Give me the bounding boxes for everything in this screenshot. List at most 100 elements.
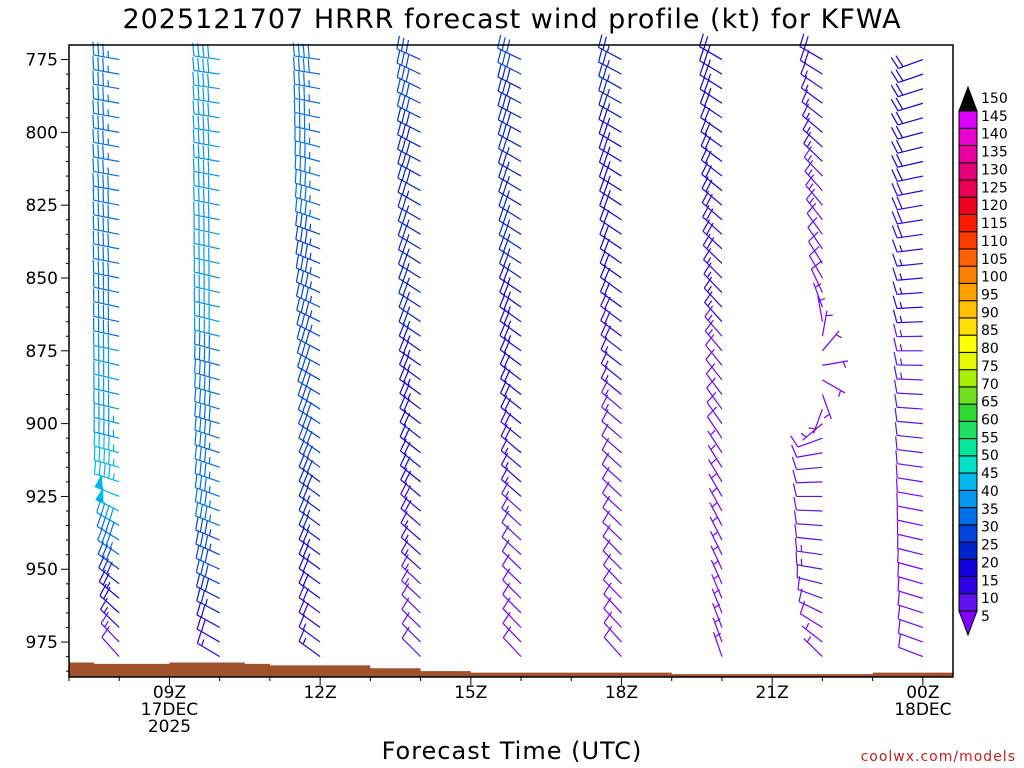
barb-full <box>208 363 211 377</box>
barb-full <box>602 137 609 151</box>
barb-full <box>204 506 208 520</box>
barb-staff <box>600 320 622 337</box>
barb-full <box>699 47 705 61</box>
barb-half <box>406 219 410 227</box>
barb-staff <box>396 91 421 104</box>
barb-full <box>403 383 410 397</box>
barb-staff <box>897 117 924 126</box>
barb-full <box>397 208 403 222</box>
wind-barb <box>710 559 723 585</box>
barb-half <box>707 300 713 307</box>
barb-full <box>501 94 507 109</box>
barb-full <box>304 229 308 244</box>
barb-full <box>598 164 605 178</box>
barb-full <box>106 561 113 575</box>
wind-barb <box>92 158 120 177</box>
barb-half <box>710 444 716 450</box>
barb-staff <box>197 642 220 658</box>
barb-full <box>405 54 410 68</box>
barb-staff <box>194 199 220 206</box>
wind-barb <box>293 99 321 119</box>
wind-barb <box>891 196 923 211</box>
barb-staff <box>98 581 120 599</box>
barb-half <box>607 117 611 125</box>
barb-full <box>400 510 408 524</box>
barb-pennant <box>94 473 103 491</box>
barb-full <box>795 551 798 565</box>
barb-full <box>302 486 309 499</box>
barb-staff <box>298 640 321 658</box>
barb-full <box>704 107 711 121</box>
barb-full <box>702 219 711 232</box>
barb-full <box>498 265 505 279</box>
barb-full <box>199 518 204 533</box>
barb-full <box>397 251 404 265</box>
barb-staff <box>603 564 622 585</box>
barb-full <box>197 115 200 130</box>
wind-barb <box>192 114 220 133</box>
barb-full <box>203 463 207 477</box>
barb-full <box>599 264 607 278</box>
wind-barb <box>708 487 723 512</box>
barb-staff <box>602 550 622 570</box>
barb-staff <box>700 131 723 148</box>
wind-barb <box>897 535 924 556</box>
barb-full <box>401 554 409 567</box>
wind-barb <box>97 527 120 556</box>
barb-staff <box>94 473 120 483</box>
wind-barb <box>399 352 421 381</box>
barb-full <box>891 211 898 225</box>
barb-staff <box>93 373 120 381</box>
barb-staff <box>803 143 823 162</box>
barb-half <box>406 349 411 357</box>
barb-half <box>604 403 609 411</box>
wind-barb <box>296 339 321 366</box>
wind-barb <box>398 337 421 366</box>
barb-staff <box>196 571 220 585</box>
barb-half <box>805 622 810 630</box>
wind-barb <box>196 601 220 629</box>
wind-barb <box>298 628 321 658</box>
barb-full <box>890 56 899 69</box>
barb-staff <box>298 437 321 454</box>
barb-full <box>503 354 511 368</box>
plot-frame <box>68 44 954 678</box>
wind-barb <box>602 539 622 570</box>
wind-barb <box>810 260 823 293</box>
barb-half <box>103 606 109 614</box>
barb-staff <box>798 600 823 614</box>
barb-staff <box>821 394 832 420</box>
barb-full <box>107 175 109 189</box>
barb-full <box>102 101 105 116</box>
wind-barb <box>194 460 220 483</box>
barb-staff <box>294 140 321 148</box>
barb-full <box>599 178 605 192</box>
barb-full <box>501 496 509 509</box>
wind-barb <box>193 201 220 221</box>
barb-full <box>502 123 507 137</box>
barb-full <box>192 100 195 114</box>
wind-barb <box>298 541 321 570</box>
barb-staff <box>711 574 723 599</box>
barb-full <box>92 172 95 187</box>
barb-staff <box>703 259 723 279</box>
barb-half <box>899 344 903 351</box>
barb-staff <box>93 127 120 133</box>
barb-full <box>96 499 102 513</box>
barb-full <box>97 541 104 555</box>
barb-staff <box>712 631 723 657</box>
barb-staff <box>93 214 120 221</box>
barb-staff <box>700 102 723 119</box>
barb-full <box>891 197 898 210</box>
colorbar-swatch <box>958 386 978 405</box>
barb-full <box>100 502 106 516</box>
barb-staff <box>193 55 220 61</box>
colorbar-label: 50 <box>981 448 999 464</box>
wind-barb <box>601 423 622 454</box>
wind-barb <box>892 267 923 281</box>
barb-full <box>298 454 305 467</box>
barb-staff <box>93 228 120 235</box>
barb-staff <box>294 69 321 75</box>
barb-full <box>300 313 306 327</box>
barb-full <box>197 144 200 158</box>
